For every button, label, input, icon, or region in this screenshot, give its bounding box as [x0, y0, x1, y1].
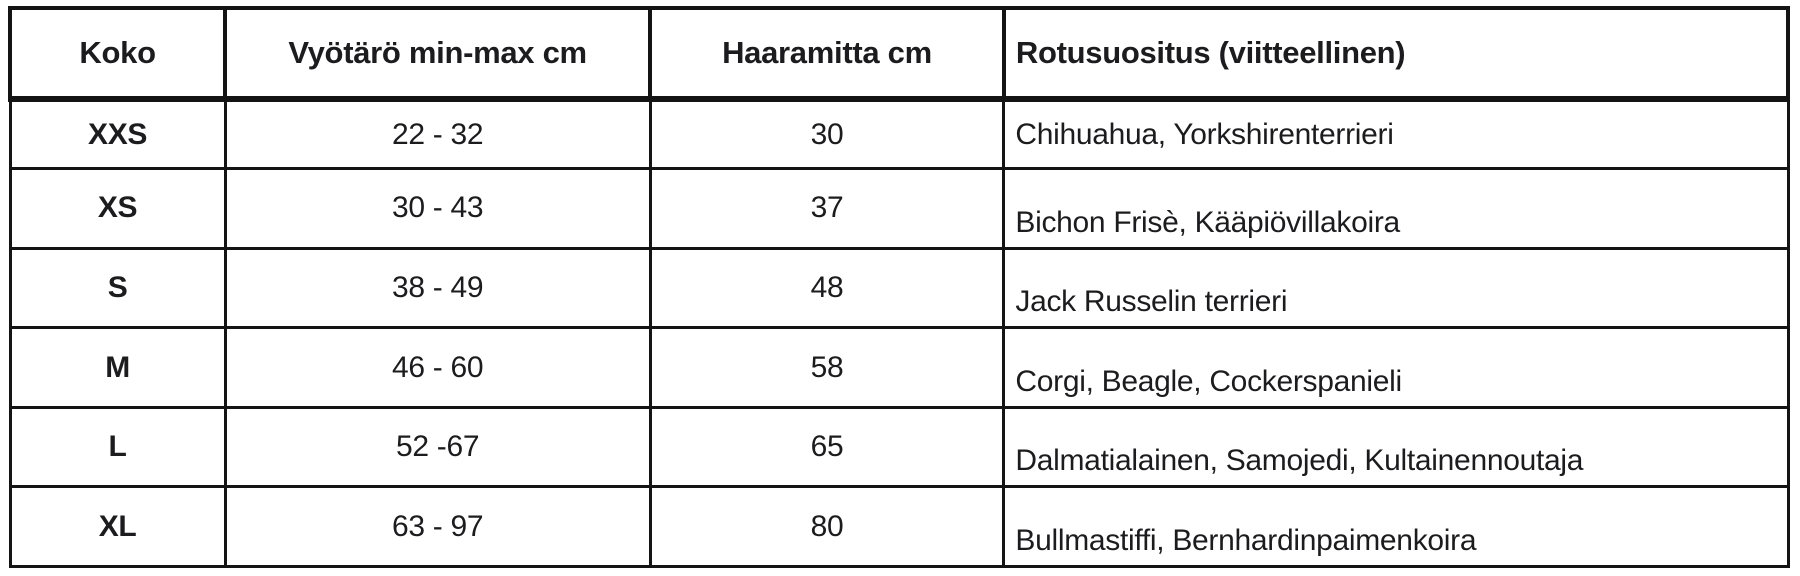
table-body: XXS 22 - 32 30 Chihuahua, Yorkshirenterr… [8, 97, 1790, 568]
header-haaramitta: Haaramitta cm [648, 6, 1006, 102]
header-rotusuositus: Rotusuositus (viitteellinen) [1001, 6, 1791, 102]
size-cell: XS [8, 167, 227, 250]
breed-cell: Jack Russelin terrieri [1002, 246, 1790, 330]
table-row-s: S 38 - 49 48 Jack Russelin terrieri [8, 246, 1790, 330]
table-row-m: M 46 - 60 58 Corgi, Beagle, Cockerspanie… [8, 326, 1790, 409]
inseam-cell: 48 [648, 246, 1006, 330]
breed-cell: Chihuahua, Yorkshirenterrieri [1002, 97, 1790, 171]
waist-range-cell: 52 -67 [223, 405, 652, 489]
header-vyotaro: Vyötärö min-max cm [223, 6, 653, 102]
waist-range-cell: 22 - 32 [223, 97, 652, 171]
waist-range-cell: 30 - 43 [223, 167, 652, 250]
waist-range-cell: 38 - 49 [223, 246, 652, 330]
size-cell: S [8, 246, 227, 330]
size-cell: M [8, 326, 227, 409]
breed-cell: Bichon Frisè, Kääpiövillakoira [1002, 167, 1790, 250]
header-koko: Koko [7, 6, 228, 102]
table-row-xxs: XXS 22 - 32 30 Chihuahua, Yorkshirenterr… [8, 97, 1790, 171]
table-row-xs: XS 30 - 43 37 Bichon Frisè, Kääpiövillak… [8, 167, 1790, 250]
size-cell: XL [8, 485, 227, 568]
breed-cell: Corgi, Beagle, Cockerspanieli [1002, 326, 1790, 409]
size-table: Koko Vyötärö min-max cm Haaramitta cm Ro… [7, 6, 1791, 568]
table-row-l: L 52 -67 65 Dalmatialainen, Samojedi, Ku… [8, 405, 1790, 489]
table-row-xl: XL 63 - 97 80 Bullmastiffi, Bernhardinpa… [8, 485, 1790, 568]
inseam-cell: 30 [648, 97, 1006, 171]
waist-range-cell: 46 - 60 [223, 326, 652, 409]
breed-cell: Dalmatialainen, Samojedi, Kultainennouta… [1002, 405, 1790, 489]
inseam-cell: 80 [648, 485, 1006, 568]
table-header: Koko Vyötärö min-max cm Haaramitta cm Ro… [7, 6, 1791, 102]
size-cell: XXS [8, 97, 227, 171]
breed-cell: Bullmastiffi, Bernhardinpaimenkoira [1002, 485, 1790, 568]
inseam-cell: 37 [648, 167, 1006, 250]
waist-range-cell: 63 - 97 [223, 485, 652, 568]
header-row: Koko Vyötärö min-max cm Haaramitta cm Ro… [7, 6, 1791, 102]
inseam-cell: 65 [648, 405, 1006, 489]
size-cell: L [8, 405, 227, 489]
inseam-cell: 58 [648, 326, 1006, 409]
